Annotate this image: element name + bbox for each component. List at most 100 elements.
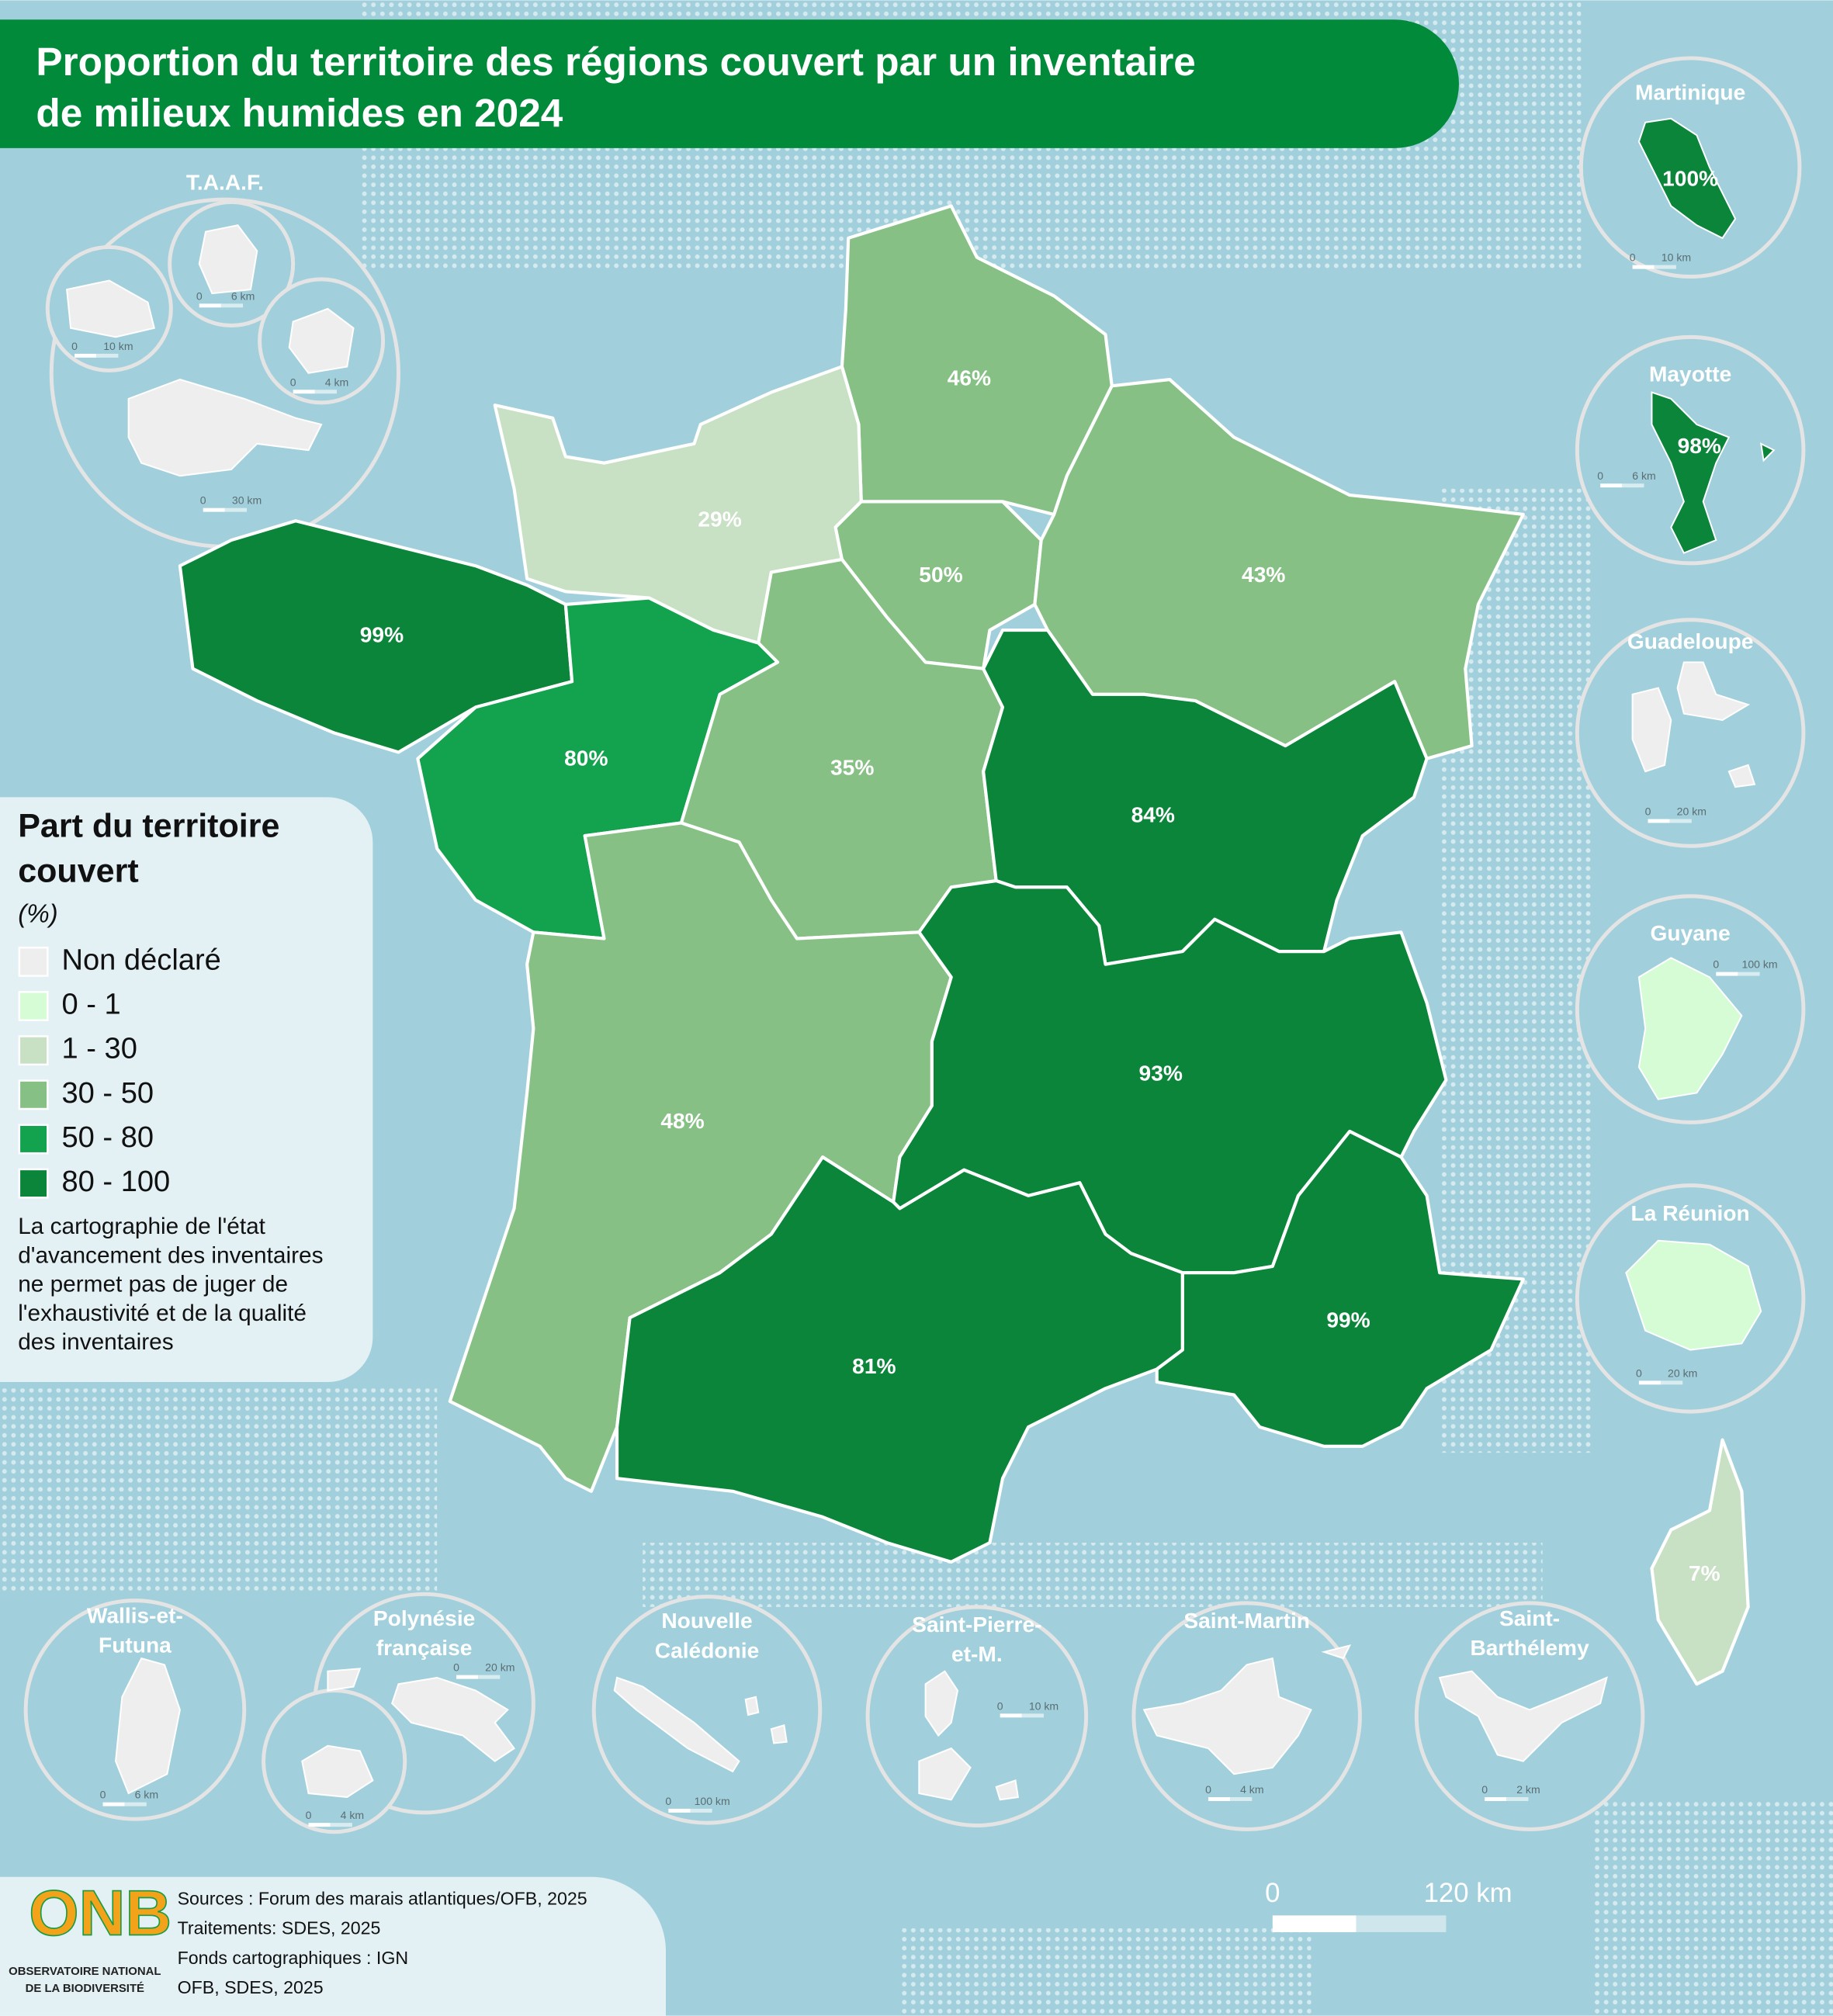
legend-item: 1 - 30 (62, 1033, 137, 1065)
region-label: 80% (564, 746, 608, 771)
region-label: 84% (1131, 803, 1175, 827)
scale-label: 0 (1481, 1783, 1488, 1796)
territory-name: Saint-Pierre- (912, 1612, 1041, 1637)
territory-name: Nouvelle (661, 1609, 752, 1633)
inset-circle (591, 1595, 823, 1825)
scale-bar (1661, 1380, 1683, 1385)
scale-bar (1648, 819, 1670, 823)
territory-name: T.A.A.F. (186, 171, 264, 195)
scale-bar (1716, 972, 1738, 976)
scale-bar (293, 390, 315, 394)
territory-shape (66, 279, 155, 338)
region (615, 1155, 1184, 1564)
legend-item: 80 - 100 (62, 1166, 171, 1198)
scale-label: 20 km (1668, 1367, 1697, 1379)
legend-swatch (18, 1079, 49, 1110)
logo-line: OBSERVATOIRE NATIONAL (9, 1966, 161, 1978)
scale-label: 0 (665, 1795, 671, 1807)
region (1155, 1129, 1525, 1448)
scale-label: 6 km (135, 1789, 158, 1801)
scale-bar (1669, 819, 1692, 823)
sources-box (0, 1876, 667, 2016)
territory-shape (744, 1696, 760, 1716)
source-line: Traitements: SDES, 2025 (178, 1918, 381, 1938)
territory-shape (1625, 1239, 1762, 1351)
scale-label: 10 km (1661, 251, 1691, 264)
legend-note: des inventaires (18, 1329, 173, 1355)
territory-name: française (376, 1636, 473, 1660)
legend-swatch (18, 1035, 49, 1066)
scale-bar (1600, 483, 1623, 488)
scale-bar (1638, 1380, 1661, 1385)
territory-shape (391, 1676, 515, 1762)
scale-label: 30 km (232, 494, 262, 507)
region-label: 99% (1326, 1308, 1370, 1332)
scale-bar (224, 507, 248, 512)
region-label: 35% (830, 755, 874, 779)
title: Proportion du territoire des régions cou… (36, 40, 1195, 84)
scale-label: 0 (1265, 1879, 1280, 1908)
scale-label: 0 (71, 340, 78, 352)
scale-bar (1000, 1713, 1022, 1718)
scale-bar (456, 1675, 479, 1679)
territory-label: 100% (1662, 167, 1718, 191)
region-label: 43% (1242, 563, 1285, 587)
legend-item: 0 - 1 (62, 989, 121, 1021)
scale-label: 120 km (1424, 1879, 1512, 1908)
territory-shape (1142, 1657, 1312, 1775)
territory-shape (918, 1747, 972, 1801)
source-line: OFB, SDES, 2025 (178, 1977, 324, 1997)
region-label: 46% (948, 365, 991, 390)
logo-name: ONB (29, 1877, 172, 1949)
scale-label: 0 (306, 1809, 312, 1821)
footer: 0 120 km Sources : Forum des marais atlant… (9, 1876, 1512, 1997)
scale-label: 0 (453, 1661, 459, 1674)
legend-box (0, 797, 373, 1383)
region (1650, 1438, 1750, 1686)
territory-shape (1651, 391, 1731, 554)
scale-bar (1622, 483, 1644, 488)
legend-title: couvert (18, 852, 139, 889)
territory-name: et-M. (951, 1642, 1003, 1666)
scale-bar (1021, 1713, 1044, 1718)
scale-label: 0 (100, 1789, 106, 1801)
scale-bar (96, 353, 119, 358)
territory-shape (198, 224, 258, 295)
scale-label: 0 (196, 289, 203, 302)
scale-bar (690, 1808, 712, 1813)
territory-label: 98% (1678, 434, 1721, 458)
scale-label: 6 km (231, 289, 255, 302)
scale-bar (199, 303, 221, 308)
territory-shape (127, 378, 323, 477)
scale-bar (1654, 265, 1676, 269)
territory-shape (1321, 1644, 1352, 1660)
territory-name: Polynésie (373, 1606, 475, 1630)
scale-bar (74, 353, 97, 358)
territory-shape (1637, 957, 1743, 1100)
region-label: 99% (360, 623, 404, 647)
scale-bar (1738, 972, 1760, 976)
scale-bar (1506, 1797, 1529, 1801)
legend-note: La cartographie de l'état (18, 1214, 265, 1239)
territory-shape (1637, 117, 1737, 240)
region-label: 81% (852, 1354, 896, 1378)
territory-shape (613, 1676, 740, 1773)
scale-label: 2 km (1516, 1783, 1540, 1796)
territory-shape (1438, 1670, 1608, 1762)
inset-circle (1575, 618, 1806, 848)
legend-title: Part du territoire (18, 807, 279, 844)
legend-item: Non déclaré (62, 944, 221, 976)
legend-item: 50 - 80 (62, 1121, 154, 1154)
scale-label: 0 (1205, 1783, 1211, 1796)
legend-note: l'exhaustivité et de la qualité (18, 1301, 307, 1326)
scale-label: 0 (997, 1699, 1003, 1712)
scale-label: 0 (200, 494, 206, 507)
territory-name: Barthélemy (1470, 1636, 1589, 1660)
scale-bar (124, 1802, 147, 1806)
source-line: Sources : Forum des marais atlantiques/O… (178, 1889, 587, 1909)
source-line: Fonds cartographiques : IGN (178, 1948, 409, 1968)
scale-bar (1632, 265, 1655, 269)
logo-line: DE LA BIODIVERSITÉ (26, 1982, 144, 1995)
